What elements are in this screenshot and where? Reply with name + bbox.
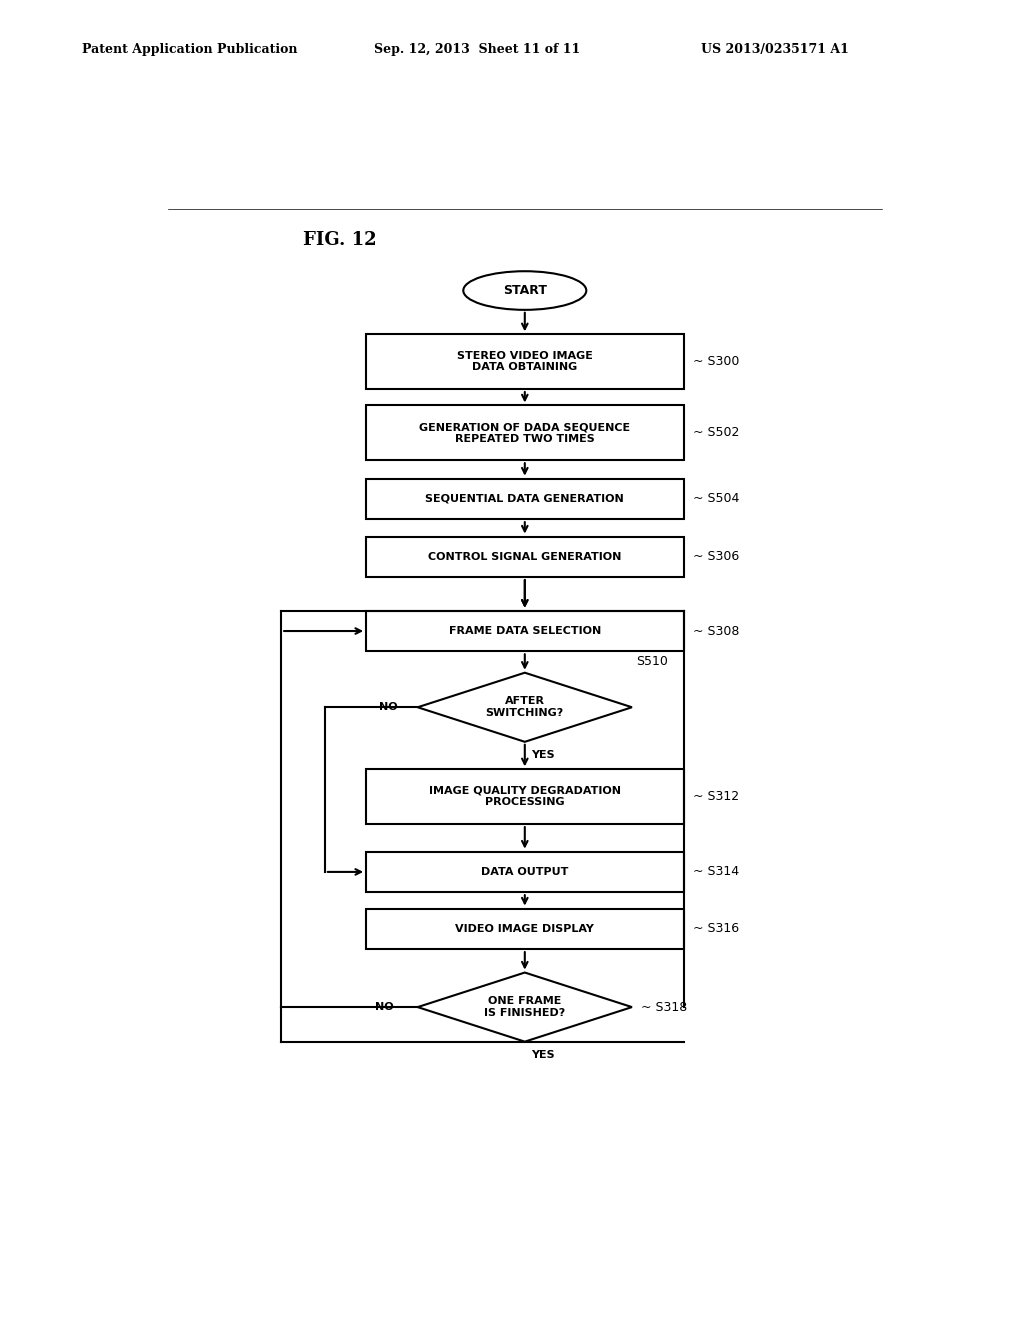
Bar <box>367 405 684 461</box>
Text: YES: YES <box>531 1049 555 1060</box>
Text: SEQUENTIAL DATA GENERATION: SEQUENTIAL DATA GENERATION <box>425 494 625 504</box>
Text: FIG. 12: FIG. 12 <box>303 231 376 248</box>
Text: ~ S316: ~ S316 <box>693 923 739 936</box>
Text: ~ S318: ~ S318 <box>641 1001 688 1014</box>
Text: ~ S502: ~ S502 <box>693 426 739 440</box>
Text: ~ S300: ~ S300 <box>693 355 739 368</box>
Text: FRAME DATA SELECTION: FRAME DATA SELECTION <box>449 626 601 636</box>
Text: ~ S312: ~ S312 <box>693 791 739 803</box>
Text: VIDEO IMAGE DISPLAY: VIDEO IMAGE DISPLAY <box>456 924 594 933</box>
Bar <box>367 851 684 892</box>
Bar <box>367 770 684 824</box>
Bar <box>367 536 684 577</box>
Bar <box>367 479 684 519</box>
Text: CONTROL SIGNAL GENERATION: CONTROL SIGNAL GENERATION <box>428 552 622 562</box>
Text: ~ S306: ~ S306 <box>693 550 739 564</box>
Text: GENERATION OF DADA SEQUENCE
REPEATED TWO TIMES: GENERATION OF DADA SEQUENCE REPEATED TWO… <box>419 422 631 444</box>
Text: IMAGE QUALITY DEGRADATION
PROCESSING: IMAGE QUALITY DEGRADATION PROCESSING <box>429 785 621 808</box>
Text: Patent Application Publication: Patent Application Publication <box>82 42 297 55</box>
Bar <box>367 334 684 389</box>
Text: STEREO VIDEO IMAGE
DATA OBTAINING: STEREO VIDEO IMAGE DATA OBTAINING <box>457 351 593 372</box>
Bar <box>367 908 684 949</box>
Text: YES: YES <box>531 750 555 760</box>
Text: NO: NO <box>375 1002 394 1012</box>
Bar <box>367 611 684 651</box>
Text: US 2013/0235171 A1: US 2013/0235171 A1 <box>701 42 849 55</box>
Text: AFTER
SWITCHING?: AFTER SWITCHING? <box>485 697 564 718</box>
Text: ONE FRAME
IS FINISHED?: ONE FRAME IS FINISHED? <box>484 997 565 1018</box>
Text: START: START <box>503 284 547 297</box>
Text: Sep. 12, 2013  Sheet 11 of 11: Sep. 12, 2013 Sheet 11 of 11 <box>374 42 580 55</box>
Text: S510: S510 <box>636 655 668 668</box>
Text: ~ S504: ~ S504 <box>693 492 739 506</box>
Text: ~ S314: ~ S314 <box>693 866 739 878</box>
Text: ~ S308: ~ S308 <box>693 624 739 638</box>
Text: NO: NO <box>379 702 397 713</box>
Text: DATA OUTPUT: DATA OUTPUT <box>481 867 568 876</box>
